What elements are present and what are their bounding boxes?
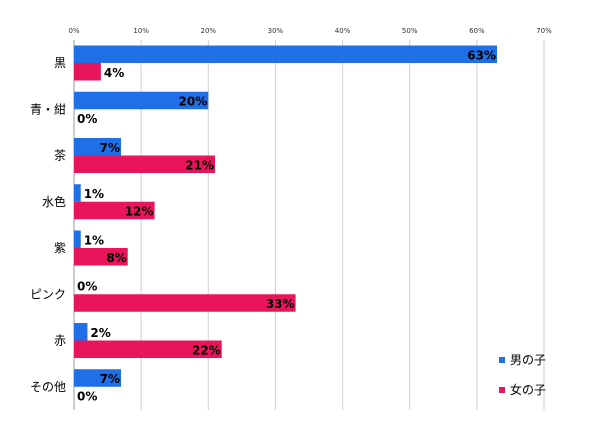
data-label: 7% — [100, 372, 120, 386]
bar-girls — [74, 201, 155, 220]
bar-girls — [74, 248, 128, 266]
data-label: 20% — [179, 95, 208, 109]
data-label: 1% — [84, 233, 104, 247]
category-label: その他 — [30, 380, 66, 394]
data-label: 4% — [104, 66, 124, 80]
x-tick-label: 0% — [68, 27, 79, 35]
data-label: 22% — [192, 343, 221, 357]
x-tick-label: 20% — [201, 27, 217, 35]
legend-swatch — [499, 387, 505, 393]
x-tick-label: 30% — [268, 27, 284, 35]
data-label: 63% — [467, 48, 496, 62]
bar-girls — [74, 155, 215, 173]
bar-boys — [74, 91, 209, 110]
x-tick-label: 60% — [469, 27, 485, 35]
category-label: 赤 — [54, 334, 66, 348]
x-tick-label: 10% — [133, 27, 149, 35]
bar-girls — [74, 340, 222, 358]
data-label: 8% — [106, 251, 126, 265]
bar-girls — [74, 63, 101, 81]
bar-boys — [74, 184, 81, 202]
legend-label: 男の子 — [510, 353, 546, 367]
data-label: 0% — [77, 390, 97, 404]
data-label: 0% — [77, 280, 97, 294]
data-label: 21% — [185, 158, 214, 172]
data-label: 7% — [100, 141, 120, 155]
legend-swatch — [499, 357, 505, 363]
bar-boys — [74, 230, 81, 248]
category-label: ピンク — [30, 287, 66, 301]
data-label: 1% — [84, 187, 104, 201]
bar-girls — [74, 294, 296, 312]
bar-boys — [74, 369, 121, 387]
data-label: 2% — [90, 326, 110, 340]
x-tick-label: 40% — [335, 27, 351, 35]
category-label: 青・紺 — [30, 101, 66, 116]
bar-boys — [74, 138, 121, 156]
data-label: 12% — [125, 205, 154, 219]
category-label: 黒 — [54, 56, 66, 70]
data-label: 0% — [77, 112, 97, 126]
bar-boys — [74, 323, 88, 341]
category-label: 茶 — [54, 148, 66, 163]
category-label: 紫 — [54, 241, 66, 255]
x-tick-label: 50% — [402, 27, 418, 35]
category-label: 水色 — [42, 195, 66, 209]
x-tick-label: 70% — [536, 27, 552, 35]
legend-label: 女の子 — [510, 382, 546, 397]
bar-boys — [74, 45, 497, 63]
data-label: 33% — [266, 297, 295, 311]
